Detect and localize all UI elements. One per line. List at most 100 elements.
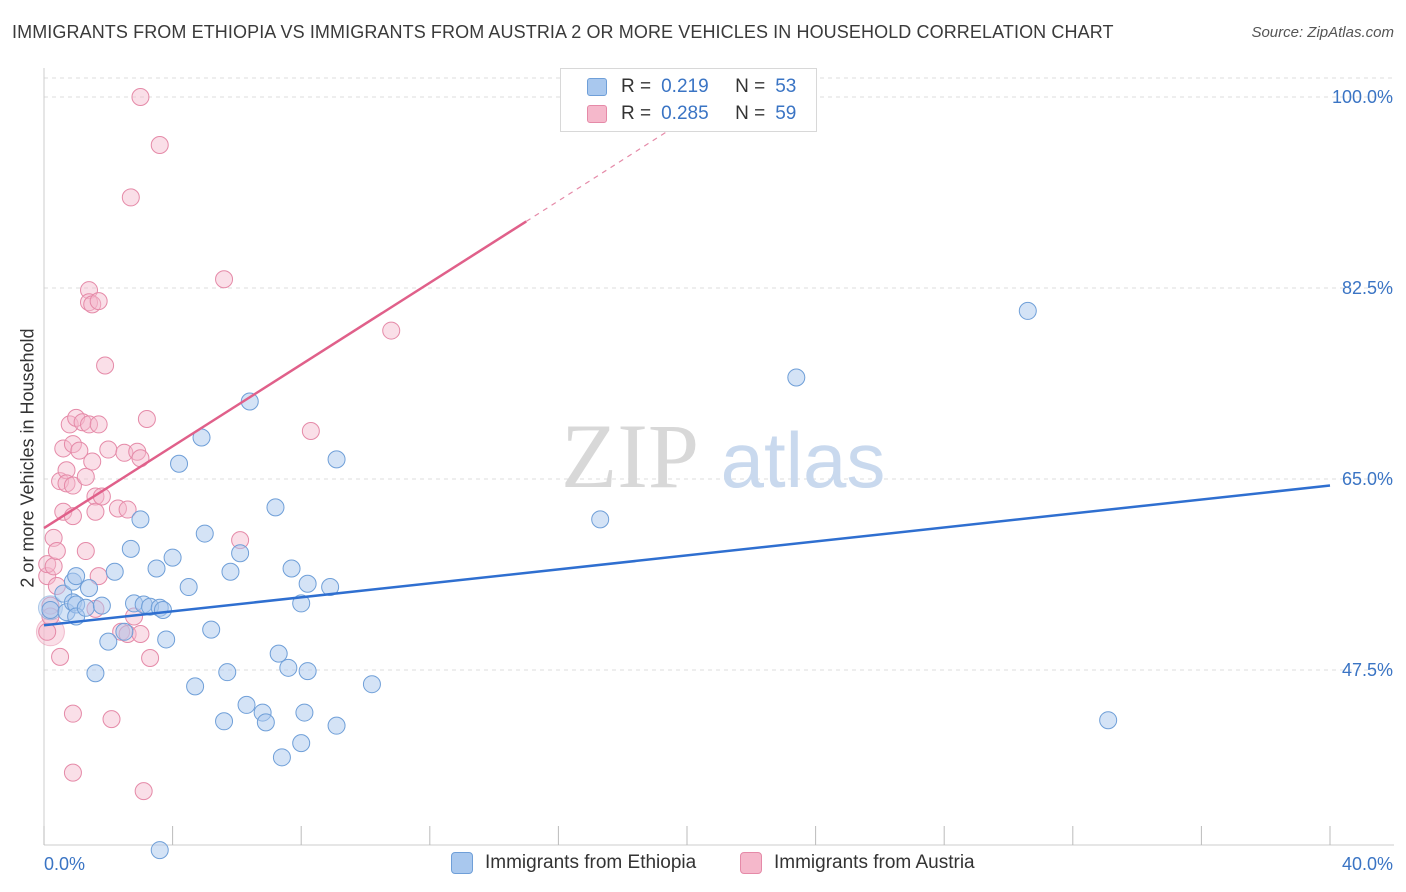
ethiopia-point	[41, 600, 60, 619]
ethiopia-point	[298, 574, 317, 593]
legend-ethiopia-n: 53	[775, 76, 797, 97]
ethiopia-point	[292, 594, 311, 613]
austria-point	[137, 409, 156, 428]
ethiopia-point	[163, 548, 182, 567]
legend-n-label: N =	[735, 103, 766, 124]
ethiopia-point	[279, 658, 298, 677]
legend-r-label: R =	[621, 76, 652, 97]
x-tick-label-min: 0.0%	[44, 854, 85, 874]
austria-point	[80, 293, 99, 312]
austria-point	[150, 136, 169, 155]
austria-point	[51, 647, 70, 666]
austria-point	[121, 188, 140, 207]
ethiopia-point	[115, 622, 134, 641]
austria-point	[54, 439, 73, 458]
austria-point	[115, 443, 134, 462]
legend: R = 0.219 N = 53 R = 0.285 N = 59	[560, 68, 817, 132]
ethiopia-point	[80, 579, 99, 598]
ethiopia-point	[327, 716, 346, 735]
y-tick-label: 82.5%	[1342, 278, 1393, 298]
y-tick-label: 100.0%	[1332, 87, 1393, 107]
y-axis-title: 2 or more Vehicles in Household	[17, 328, 38, 588]
ethiopia-point	[256, 713, 275, 732]
austria-point	[63, 704, 82, 723]
gridlines	[44, 77, 1394, 671]
austria-point	[57, 461, 76, 480]
austria-point	[118, 500, 137, 519]
austria-point	[215, 270, 234, 289]
austria-point	[57, 474, 76, 493]
ethiopia-point	[266, 498, 285, 517]
ethiopia-point	[591, 510, 610, 529]
ethiopia-point	[298, 662, 317, 681]
austria-point	[80, 415, 99, 434]
austria-point	[38, 555, 57, 574]
axes	[43, 68, 1394, 846]
ethiopia-point	[153, 600, 172, 619]
austria-point	[96, 356, 115, 375]
austria-point	[44, 557, 63, 576]
ethiopia-point	[121, 539, 140, 558]
austria-point	[141, 648, 160, 667]
legend-austria-n: 59	[775, 103, 797, 124]
legend-row-ethiopia: R = 0.219 N = 53	[587, 75, 796, 99]
austria-point	[63, 763, 82, 782]
ethiopia-point	[362, 675, 381, 694]
bottom-legend-austria-label: Immigrants from Austria	[774, 852, 975, 873]
ethiopia-point	[147, 559, 166, 578]
y-tick-label: 47.5%	[1342, 660, 1393, 680]
ethiopia-point	[195, 524, 214, 543]
ethiopia-point	[105, 562, 124, 581]
ethiopia-point	[218, 663, 237, 682]
austria-point	[63, 435, 82, 454]
chart-title: IMMIGRANTS FROM ETHIOPIA VS IMMIGRANTS F…	[12, 22, 1114, 42]
austria-point	[76, 542, 95, 561]
legend-row-austria: R = 0.285 N = 59	[587, 102, 796, 126]
ethiopia-point	[76, 598, 95, 617]
source-credit: Source: ZipAtlas.com	[1251, 24, 1394, 41]
ethiopia-point	[131, 510, 150, 529]
austria-point	[47, 542, 66, 561]
ethiopia-point	[86, 664, 105, 683]
ethiopia-point	[272, 748, 291, 767]
austria-point	[108, 499, 127, 518]
ethiopia-point	[282, 559, 301, 578]
austria-point	[134, 782, 153, 801]
ethiopia-point	[292, 734, 311, 753]
ethiopia-point	[1099, 711, 1118, 730]
bottom-legend-ethiopia: Immigrants from Ethiopia	[451, 852, 696, 874]
austria-point	[301, 421, 320, 440]
ethiopia-point	[327, 450, 346, 469]
austria-points	[35, 88, 401, 801]
ethiopia-point	[221, 562, 240, 581]
ethiopia-trend-line	[43, 484, 1331, 627]
ethiopia-point	[321, 578, 340, 597]
austria-point	[99, 440, 118, 459]
ethiopia-point	[295, 703, 314, 722]
ethiopia-point	[202, 620, 221, 639]
austria-point	[89, 292, 108, 311]
x-tick-label-max: 40.0%	[1342, 854, 1393, 874]
y-tick-label: 65.0%	[1342, 469, 1393, 489]
ethiopia-point	[237, 695, 256, 714]
austria-point	[86, 502, 105, 521]
legend-n-label: N =	[735, 76, 766, 97]
ethiopia-point	[170, 454, 189, 473]
ethiopia-point	[92, 596, 111, 615]
ethiopia-point	[1018, 301, 1037, 320]
ethiopia-point	[231, 544, 250, 563]
tick-labels: 47.5% 65.0% 82.5% 100.0% 0.0% 40.0%	[44, 87, 1393, 874]
ethiopia-point	[179, 578, 198, 597]
austria-point	[70, 441, 89, 460]
austria-swatch	[587, 105, 607, 123]
ethiopia-legend-swatch	[451, 852, 473, 874]
austria-point	[131, 88, 150, 106]
austria-point	[76, 467, 95, 486]
ethiopia-point	[215, 712, 234, 731]
ethiopia-point	[99, 632, 118, 651]
watermark: ZIP atlas	[561, 405, 885, 507]
ethiopia-point	[787, 368, 806, 387]
austria-legend-swatch	[740, 852, 762, 874]
ethiopia-point	[186, 677, 205, 696]
